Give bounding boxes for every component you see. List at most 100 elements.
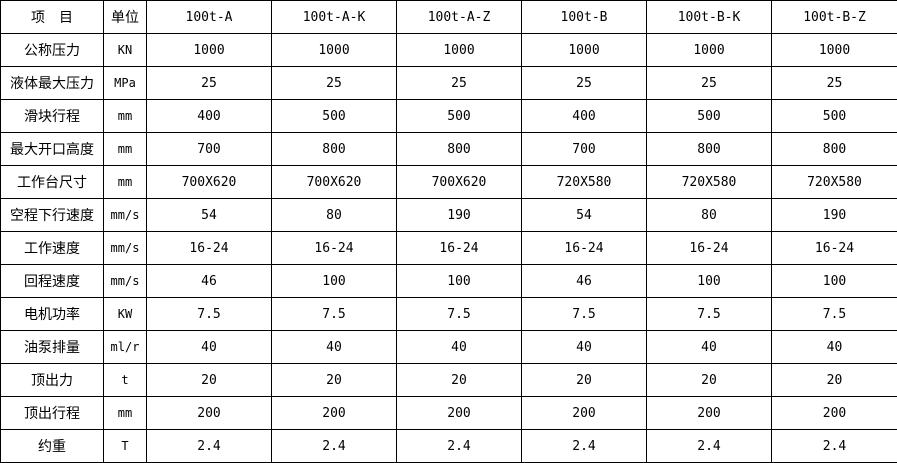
- row-unit: mm/s: [103, 198, 147, 232]
- row-value: 200: [396, 396, 522, 430]
- row-value: 46: [521, 264, 647, 298]
- row-value: 720X580: [771, 165, 897, 199]
- row-item: 最大开口高度: [0, 132, 104, 166]
- row-value: 1000: [271, 33, 397, 67]
- row-value: 800: [396, 132, 522, 166]
- row-item: 工作台尺寸: [0, 165, 104, 199]
- row-item: 电机功率: [0, 297, 104, 331]
- row-value: 100: [271, 264, 397, 298]
- row-value: 25: [396, 66, 522, 100]
- row-value: 2.4: [646, 429, 772, 463]
- row-value: 80: [271, 198, 397, 232]
- row-item: 顶出力: [0, 363, 104, 397]
- header-unit: 单位: [103, 0, 147, 34]
- row-value: 500: [271, 99, 397, 133]
- row-value: 25: [521, 66, 647, 100]
- row-value: 40: [396, 330, 522, 364]
- row-value: 54: [521, 198, 647, 232]
- row-value: 7.5: [521, 297, 647, 331]
- row-value: 25: [271, 66, 397, 100]
- row-item: 滑块行程: [0, 99, 104, 133]
- row-value: 100: [646, 264, 772, 298]
- row-value: 16-24: [146, 231, 272, 265]
- row-value: 40: [771, 330, 897, 364]
- row-value: 500: [396, 99, 522, 133]
- row-value: 80: [646, 198, 772, 232]
- header-model: 100t-A: [146, 0, 272, 34]
- row-value: 20: [146, 363, 272, 397]
- table-row: 最大开口高度 mm 700 800 800 700 800 800: [0, 132, 897, 166]
- row-item: 顶出行程: [0, 396, 104, 430]
- row-value: 1000: [146, 33, 272, 67]
- row-value: 2.4: [271, 429, 397, 463]
- table-row: 顶出行程 mm 200 200 200 200 200 200: [0, 396, 897, 430]
- row-value: 7.5: [771, 297, 897, 331]
- row-unit: t: [103, 363, 147, 397]
- row-value: 500: [771, 99, 897, 133]
- row-value: 20: [396, 363, 522, 397]
- row-item: 公称压力: [0, 33, 104, 67]
- row-item: 油泵排量: [0, 330, 104, 364]
- row-value: 190: [771, 198, 897, 232]
- row-unit: mm: [103, 132, 147, 166]
- row-unit: ml/r: [103, 330, 147, 364]
- row-value: 720X580: [521, 165, 647, 199]
- table-row: 工作速度 mm/s 16-24 16-24 16-24 16-24 16-24 16-24: [0, 231, 897, 265]
- table-row: 公称压力 KN 1000 1000 1000 1000 1000 1000: [0, 33, 897, 67]
- row-value: 100: [771, 264, 897, 298]
- row-value: 25: [646, 66, 772, 100]
- row-unit: mm/s: [103, 264, 147, 298]
- header-model: 100t-A-K: [271, 0, 397, 34]
- row-value: 1000: [771, 33, 897, 67]
- row-unit: mm: [103, 99, 147, 133]
- row-value: 25: [146, 66, 272, 100]
- row-value: 1000: [521, 33, 647, 67]
- row-value: 2.4: [521, 429, 647, 463]
- row-value: 40: [646, 330, 772, 364]
- row-value: 700X620: [146, 165, 272, 199]
- row-unit: mm/s: [103, 231, 147, 265]
- row-value: 40: [146, 330, 272, 364]
- row-value: 400: [146, 99, 272, 133]
- row-item: 工作速度: [0, 231, 104, 265]
- row-value: 2.4: [396, 429, 522, 463]
- row-value: 2.4: [146, 429, 272, 463]
- row-value: 720X580: [646, 165, 772, 199]
- row-value: 40: [271, 330, 397, 364]
- row-value: 7.5: [146, 297, 272, 331]
- row-value: 7.5: [646, 297, 772, 331]
- row-unit: KN: [103, 33, 147, 67]
- row-value: 2.4: [771, 429, 897, 463]
- row-value: 16-24: [271, 231, 397, 265]
- row-value: 100: [396, 264, 522, 298]
- row-value: 800: [646, 132, 772, 166]
- row-value: 7.5: [396, 297, 522, 331]
- table-row: 空程下行速度 mm/s 54 80 190 54 80 190: [0, 198, 897, 232]
- row-value: 700X620: [271, 165, 397, 199]
- row-value: 40: [521, 330, 647, 364]
- row-value: 20: [646, 363, 772, 397]
- row-value: 700X620: [396, 165, 522, 199]
- row-value: 20: [521, 363, 647, 397]
- table-row: 工作台尺寸 mm 700X620 700X620 700X620 720X580 720X5…: [0, 165, 897, 199]
- row-value: 200: [771, 396, 897, 430]
- header-model: 100t-B-K: [646, 0, 772, 34]
- row-value: 16-24: [771, 231, 897, 265]
- row-unit: mm: [103, 165, 147, 199]
- header-row: 项 目 单位 100t-A 100t-A-K 100t-A-Z 100t-B 1…: [0, 0, 897, 34]
- row-unit: mm: [103, 396, 147, 430]
- table-row: 顶出力 t 20 20 20 20 20 20: [0, 363, 897, 397]
- row-value: 7.5: [271, 297, 397, 331]
- table-row: 滑块行程 mm 400 500 500 400 500 500: [0, 99, 897, 133]
- row-value: 16-24: [521, 231, 647, 265]
- row-value: 16-24: [646, 231, 772, 265]
- row-value: 800: [271, 132, 397, 166]
- row-value: 190: [396, 198, 522, 232]
- header-item: 项 目: [0, 0, 104, 34]
- row-value: 500: [646, 99, 772, 133]
- header-model: 100t-A-Z: [396, 0, 522, 34]
- row-value: 46: [146, 264, 272, 298]
- row-value: 1000: [646, 33, 772, 67]
- table-row: 回程速度 mm/s 46 100 100 46 100 100: [0, 264, 897, 298]
- row-value: 16-24: [396, 231, 522, 265]
